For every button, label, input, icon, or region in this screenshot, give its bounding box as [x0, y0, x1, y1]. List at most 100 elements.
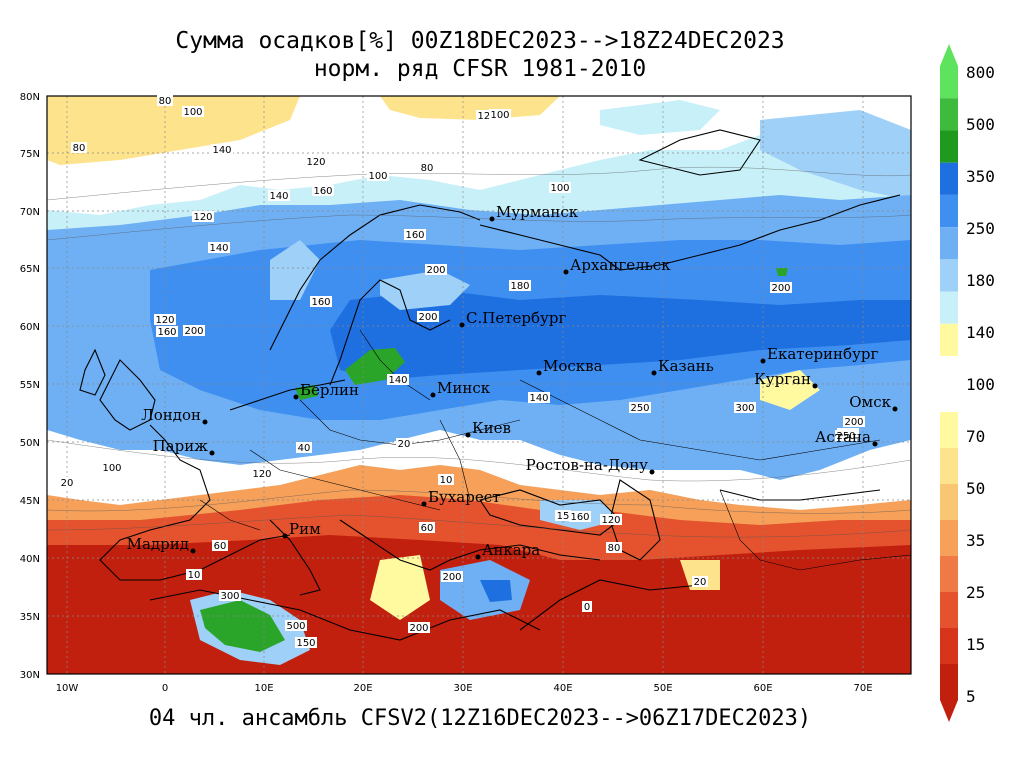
contour-label: 20: [398, 439, 411, 450]
contour-label: 60: [421, 523, 434, 534]
latitude-labels: 80N 75N 70N 65N 60N 55N 50N 45N 40N 35N 30N: [20, 92, 40, 681]
colorbar-bottom-arrow: [940, 700, 958, 722]
colorbar-label: 25: [966, 583, 985, 602]
contour-value-labels: 8010014012010080120100140100801201602001…: [59, 95, 865, 649]
contour-label: 250: [836, 431, 855, 442]
contour-label-bg: [312, 185, 334, 196]
contour-label-bg: [295, 637, 317, 648]
contour-label-bg: [582, 601, 592, 612]
city-label: Лондон: [141, 406, 201, 424]
city-label: Екатеринбург: [767, 345, 878, 363]
contour-label: 100: [550, 183, 569, 194]
contour-label: 120: [155, 315, 174, 326]
colorbar-label: 140: [966, 323, 995, 342]
city-dot: [563, 269, 569, 275]
city-dot: [430, 392, 436, 398]
colorbar-box: [940, 291, 958, 324]
contour-label-bg: [404, 229, 426, 240]
city-17: Рим: [282, 520, 321, 539]
city-8: Омск: [849, 393, 898, 412]
contour-label-bg: [183, 325, 205, 336]
colorbar-top-arrow: [940, 44, 958, 66]
city-dot: [465, 432, 471, 438]
colorbar-label: 500: [966, 115, 995, 134]
contour-label-bg: [692, 576, 708, 587]
contour-label: 120: [193, 212, 212, 223]
city-dot: [489, 216, 495, 222]
lon-label-20e: 20E: [353, 683, 372, 694]
city-12: Лондон: [141, 406, 208, 425]
city-16: Бухарест: [421, 488, 500, 507]
contour-label: 200: [442, 572, 461, 583]
city-markers: Мурманск Архангельск С.Петербург Москва Каза…: [127, 203, 898, 560]
city-label: Берлин: [300, 381, 359, 399]
city-label: Киев: [472, 419, 511, 437]
contour-label-bg: [157, 95, 173, 106]
lat-label-65n: 65N: [20, 264, 40, 275]
contour-label-bg: [408, 622, 430, 633]
contour-label-bg: [71, 142, 87, 153]
contour-label: 250: [630, 403, 649, 414]
contour-label: 15: [557, 511, 570, 522]
contour-label-bg: [629, 402, 651, 413]
contour-label: 200: [844, 417, 863, 428]
contour-label-bg: [835, 430, 857, 441]
contour-label: 120: [477, 111, 496, 122]
city-label: С.Петербург: [466, 309, 566, 327]
city-label: Омск: [849, 393, 891, 411]
lon-label-50e: 50E: [653, 683, 672, 694]
contour-label-bg: [555, 510, 571, 521]
lon-label-40e: 40E: [553, 683, 572, 694]
contour-label: 80: [159, 96, 172, 107]
city-label: Астана: [815, 428, 871, 446]
contour-label-bg: [419, 162, 435, 173]
contour-label-bg: [192, 211, 214, 222]
contour-label: 100: [183, 107, 202, 118]
city-7: Курган: [754, 370, 818, 389]
contour-label: 300: [735, 403, 754, 414]
colorbar-box: [940, 323, 958, 356]
lat-label-30n: 30N: [20, 670, 40, 681]
longitude-labels: 10W 0 10E 20E 30E 40E 50E 60E 70E: [56, 683, 873, 694]
contour-label-bg: [425, 264, 447, 275]
contour-label: 10: [440, 475, 453, 486]
contour-label-bg: [268, 190, 290, 201]
colorbar-box: [940, 556, 958, 592]
city-dot: [872, 441, 878, 447]
city-label: Мурманск: [496, 203, 579, 221]
map-title-line1: Сумма осадков[%] 00Z18DEC2023-->18Z24DEC…: [175, 28, 785, 54]
map-title-line2: норм. ряд CFSR 1981-2010: [313, 56, 647, 82]
contour-label: 80: [421, 163, 434, 174]
colorbar-label: 50: [966, 479, 985, 498]
colorbar-box: [940, 130, 958, 163]
map-frame: [46, 95, 912, 675]
city-11: Берлин: [293, 381, 359, 400]
city-dot: [293, 394, 299, 400]
contour-label-bg: [367, 170, 389, 181]
city-dot: [760, 358, 766, 364]
contour-label: 20: [61, 478, 74, 489]
contour-label: 140: [209, 243, 228, 254]
contour-label: 200: [409, 623, 428, 634]
contour-label-bg: [251, 468, 273, 479]
contour-label-bg: [310, 296, 332, 307]
contour-label: 140: [529, 393, 548, 404]
contour-label-bg: [549, 182, 571, 193]
contour-label-bg: [387, 374, 409, 385]
contour-label-bg: [154, 314, 176, 325]
city-15: Ростов-на-Дону: [526, 456, 655, 475]
colorbar-box: [940, 227, 958, 260]
contour-label: 160: [570, 512, 589, 523]
colorbar-box: [940, 628, 958, 664]
contour-label-bg: [770, 282, 792, 293]
city-14: Киев: [465, 419, 511, 438]
city-dot: [190, 548, 196, 554]
city-label: Минск: [437, 379, 491, 397]
contour-label: 150: [296, 638, 315, 649]
colorbar-label: 800: [966, 63, 995, 82]
contour-label: 200: [184, 326, 203, 337]
contour-label-bg: [212, 540, 228, 551]
city-4: Москва: [536, 357, 603, 376]
contour-label: 40: [298, 443, 311, 454]
lon-label-10w: 10W: [56, 683, 79, 694]
